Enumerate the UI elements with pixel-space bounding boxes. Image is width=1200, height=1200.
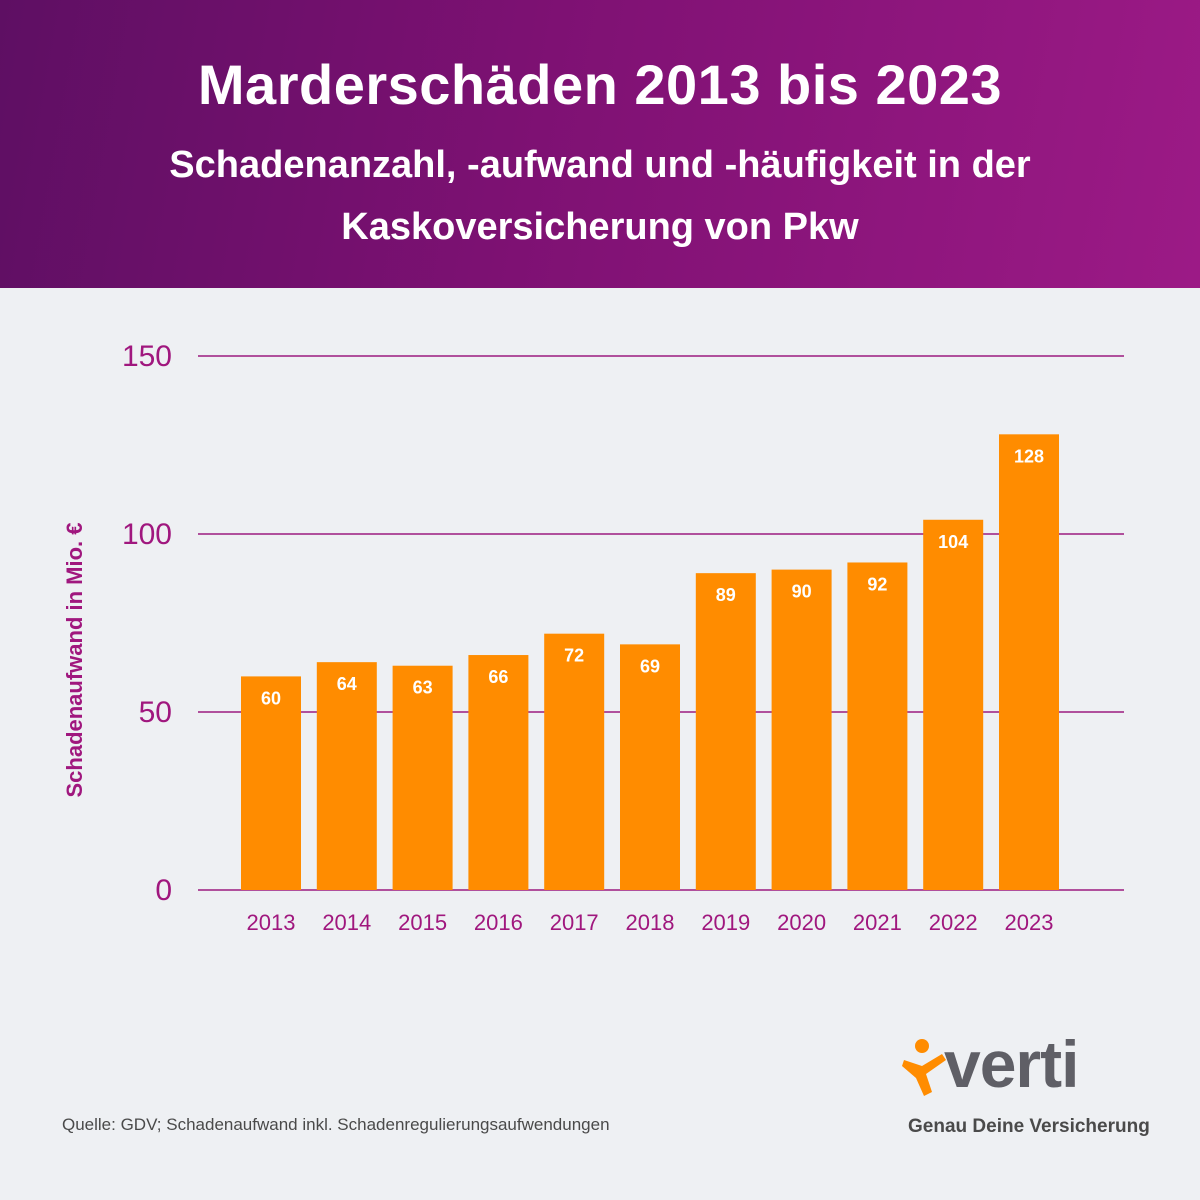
chart-subtitle: Schadenanzahl, -aufwand und -häufigkeit … [169,144,1031,248]
value-label-2014: 64 [337,674,357,694]
x-tick-label-2019: 2019 [701,910,750,935]
x-tick-label-2021: 2021 [853,910,902,935]
x-tick-label-2014: 2014 [322,910,371,935]
x-tick-label-2017: 2017 [550,910,599,935]
y-axis-label: Schadenaufwand in Mio. € [62,522,87,797]
value-label-2020: 90 [792,582,812,602]
bar-2021 [847,562,908,890]
y-axis-ticks: 0 50 100 150 [122,340,172,907]
x-tick-label-2022: 2022 [929,910,978,935]
source-note: Quelle: GDV; Schadenaufwand inkl. Schade… [62,1115,610,1134]
verti-logo: verti [898,1027,1138,1110]
value-label-2018: 69 [640,656,660,676]
x-tick-label-2023: 2023 [1005,910,1054,935]
value-label-2022: 104 [938,532,968,552]
value-label-2016: 66 [488,667,508,687]
value-label-2013: 60 [261,688,281,708]
verti-figure-icon [902,1039,946,1096]
x-tick-label-2016: 2016 [474,910,523,935]
x-tick-label-2020: 2020 [777,910,826,935]
value-label-2017: 72 [564,646,584,666]
bar-2022 [923,519,984,890]
brand-name: verti [944,1027,1079,1101]
bar-2013 [241,676,301,890]
bar-2014 [316,662,377,890]
chart-title: Marderschäden 2013 bis 2023 [197,53,1003,116]
bar-chart: 0 50 100 150 60 64 63 66 72 69 89 90 92 104 128 2013 2… [0,288,1200,988]
x-axis-ticks: 2013 2014 2015 2016 2017 2018 2019 2020 2021 2022… [247,910,1054,935]
x-tick-label-2015: 2015 [398,910,447,935]
bars [241,434,1059,890]
header-banner: Marderschäden 2013 bis 2023 Schadenanzah… [0,0,1200,288]
bar-2018 [620,644,680,890]
bar-2017 [544,633,605,890]
x-tick-label-2013: 2013 [247,910,296,935]
bar-2015 [392,665,453,890]
x-tick-label-2018: 2018 [626,910,675,935]
value-label-2021: 92 [867,574,887,594]
brand-tagline: Genau Deine Versicherung [908,1116,1150,1137]
y-tick-label: 50 [139,696,172,729]
y-tick-label: 150 [122,340,172,373]
value-label-2023: 128 [1014,446,1044,466]
y-tick-label: 100 [122,518,172,551]
value-label-2019: 89 [716,585,736,605]
y-tick-label: 0 [155,874,172,907]
bar-2023 [999,434,1059,890]
value-label-2015: 63 [413,678,433,698]
bar-2016 [468,655,529,890]
bar-2020 [771,569,832,890]
value-labels: 60 64 63 66 72 69 89 90 92 104 128 [261,446,1044,708]
bar-2019 [695,573,756,890]
